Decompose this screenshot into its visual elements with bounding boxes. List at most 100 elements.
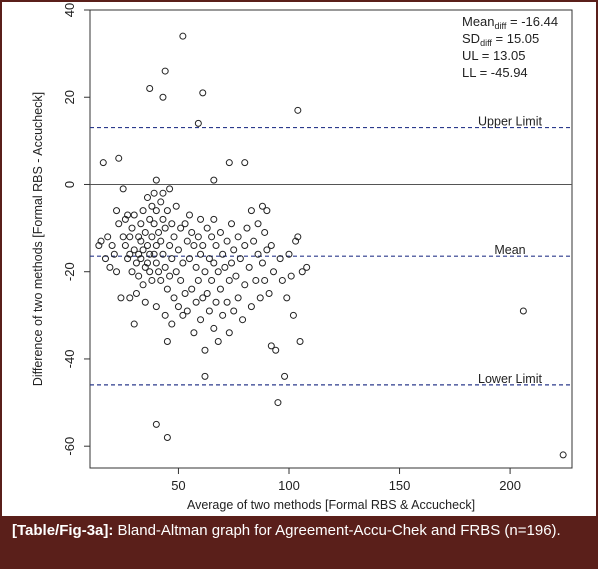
data-point: [146, 268, 154, 276]
data-point: [159, 93, 167, 101]
data-point: [172, 268, 180, 276]
data-point: [234, 294, 242, 302]
data-point: [124, 211, 132, 219]
data-point: [258, 259, 266, 267]
data-point: [261, 276, 269, 284]
data-point: [146, 85, 154, 93]
data-point: [119, 185, 127, 193]
stat-annotation: Meandiff = -16.44: [462, 14, 558, 31]
data-point: [132, 259, 140, 267]
data-point: [177, 224, 185, 232]
x-tick-label: 200: [499, 478, 521, 493]
data-point: [126, 250, 134, 258]
y-tick-label: 20: [62, 90, 77, 104]
data-point: [152, 259, 160, 267]
data-point: [194, 276, 202, 284]
data-point: [294, 106, 302, 114]
data-point: [101, 255, 109, 263]
data-point: [283, 294, 291, 302]
data-point: [159, 250, 167, 258]
data-point: [181, 290, 189, 298]
data-point: [214, 338, 222, 346]
data-point: [292, 237, 300, 245]
data-point: [199, 89, 207, 97]
data-point: [137, 220, 145, 228]
data-point: [155, 228, 163, 236]
data-point: [210, 215, 218, 223]
data-point: [281, 372, 289, 380]
data-point: [152, 176, 160, 184]
data-point: [230, 307, 238, 315]
data-point: [267, 342, 275, 350]
data-point: [183, 307, 191, 315]
data-point: [223, 237, 231, 245]
data-point: [119, 233, 127, 241]
data-point: [194, 119, 202, 127]
data-point: [225, 159, 233, 167]
data-point: [228, 259, 236, 267]
data-point: [276, 255, 284, 263]
data-point: [141, 228, 149, 236]
data-point: [148, 202, 156, 210]
data-point: [285, 250, 293, 258]
data-point: [219, 311, 227, 319]
data-point: [143, 259, 151, 267]
caption-text: Bland-Altman graph for Agreement-Accu-Ch…: [113, 522, 561, 539]
data-point: [236, 255, 244, 263]
data-point: [185, 255, 193, 263]
data-point: [188, 285, 196, 293]
data-point: [228, 220, 236, 228]
data-point: [219, 250, 227, 258]
data-point: [110, 250, 118, 258]
data-point: [113, 207, 121, 215]
data-point: [106, 263, 114, 271]
data-point: [130, 320, 138, 328]
caption-label: [Table/Fig-3a]:: [12, 522, 114, 539]
data-point: [197, 215, 205, 223]
data-point: [181, 220, 189, 228]
y-axis-label: Difference of two methods [Formal RBS - …: [31, 92, 45, 386]
data-point: [265, 290, 273, 298]
data-point: [97, 237, 105, 245]
data-point: [287, 272, 295, 280]
data-point: [174, 303, 182, 311]
data-point: [239, 316, 247, 324]
data-point: [210, 324, 218, 332]
data-point: [115, 154, 123, 162]
data-point: [199, 242, 207, 250]
data-point: [203, 290, 211, 298]
data-point: [216, 285, 224, 293]
data-point: [263, 207, 271, 215]
data-point: [221, 263, 229, 271]
data-point: [166, 185, 174, 193]
y-tick-label: -20: [62, 262, 77, 281]
data-point: [168, 220, 176, 228]
data-point: [115, 220, 123, 228]
data-point: [190, 242, 198, 250]
stat-annotation: LL = -45.94: [462, 65, 528, 80]
data-point: [208, 276, 216, 284]
y-tick-label: 0: [62, 181, 77, 188]
data-point: [141, 263, 149, 271]
data-point: [157, 276, 165, 284]
data-point: [168, 255, 176, 263]
data-point: [261, 228, 269, 236]
data-point: [201, 268, 209, 276]
data-point: [270, 268, 278, 276]
data-point: [559, 451, 567, 459]
data-point: [179, 32, 187, 40]
data-point: [241, 281, 249, 289]
figure-caption: [Table/Fig-3a]: Bland-Altman graph for A…: [2, 516, 596, 567]
data-point: [128, 224, 136, 232]
data-point: [298, 268, 306, 276]
data-point: [159, 189, 167, 197]
x-tick-label: 50: [171, 478, 185, 493]
data-point: [130, 246, 138, 254]
data-point: [170, 294, 178, 302]
data-point: [192, 298, 200, 306]
data-point: [258, 202, 266, 210]
data-point: [166, 242, 174, 250]
plot-area: [89, 9, 573, 469]
data-point: [150, 220, 158, 228]
